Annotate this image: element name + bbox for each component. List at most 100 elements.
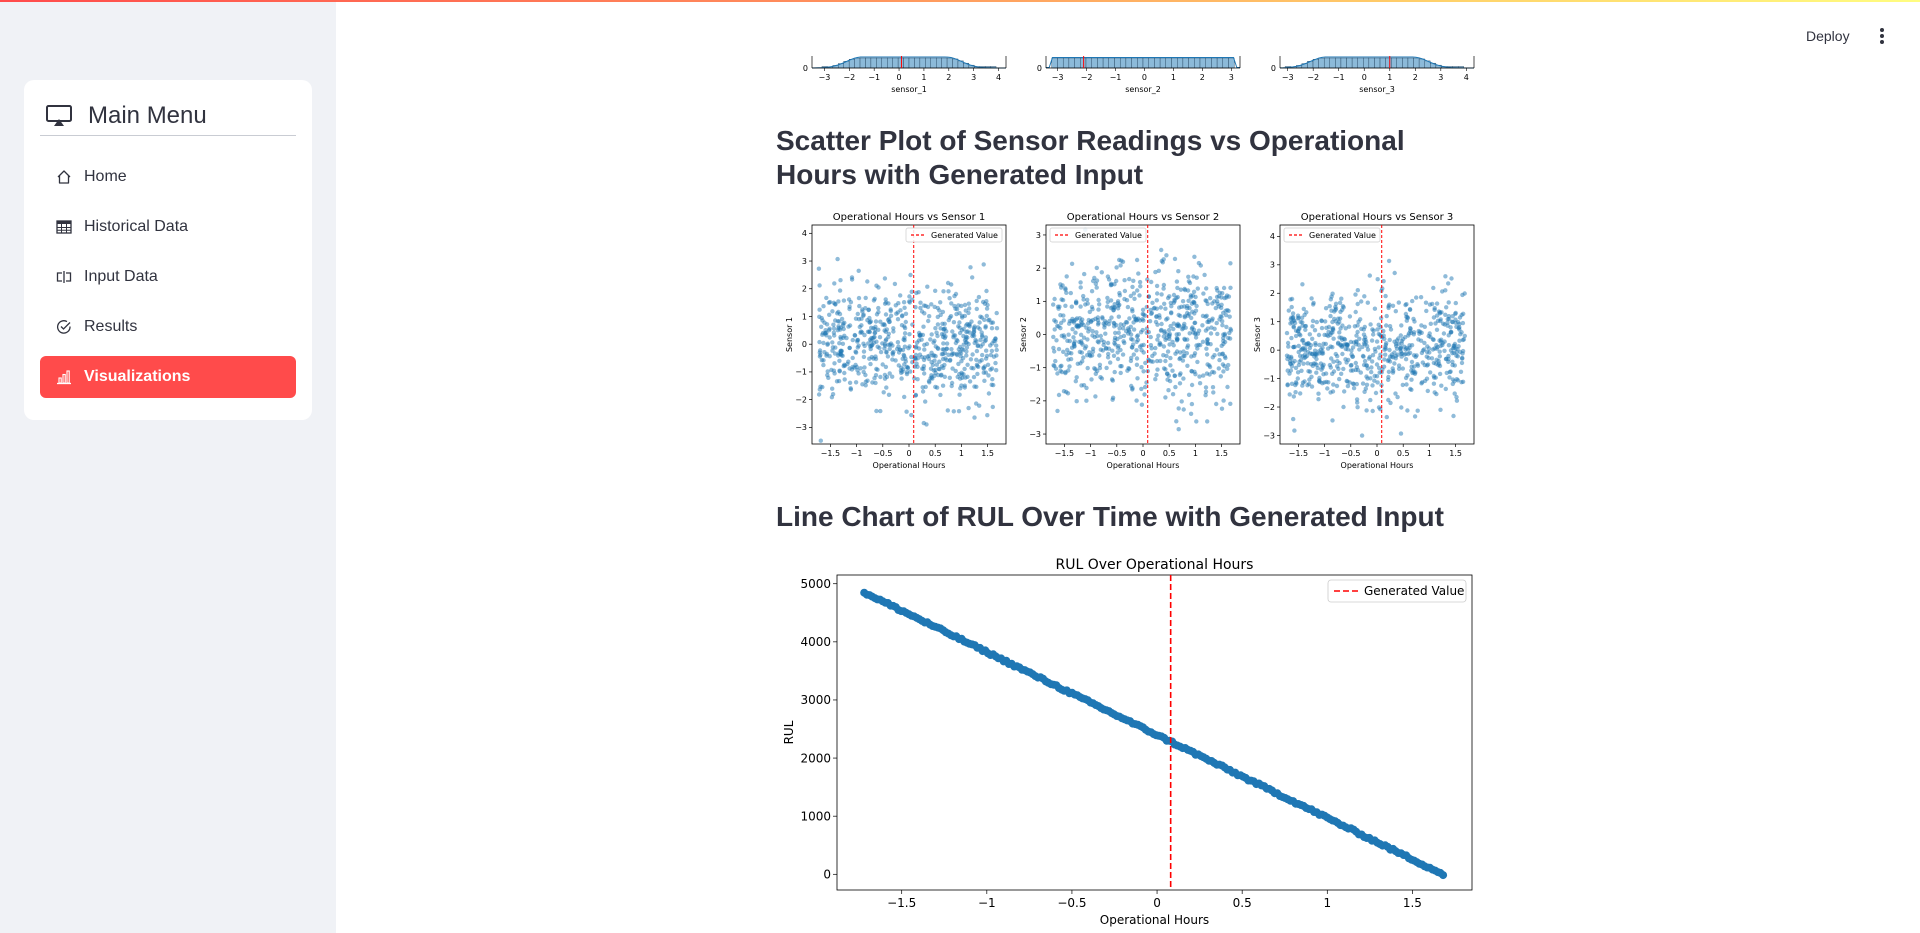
scatter-point bbox=[1300, 346, 1306, 351]
rul-point bbox=[1089, 699, 1098, 708]
scatter-point bbox=[986, 391, 992, 396]
scatter-point bbox=[937, 367, 942, 372]
scatter-point bbox=[900, 313, 905, 318]
scatter-point bbox=[1202, 272, 1207, 278]
scatter-point bbox=[1115, 350, 1120, 355]
rul-point bbox=[1023, 667, 1032, 676]
sidebar-item-input-data[interactable]: Input Data bbox=[40, 256, 296, 298]
scatter-point bbox=[1456, 325, 1461, 331]
rul-point bbox=[1041, 677, 1050, 686]
scatter-point bbox=[1167, 342, 1172, 347]
scatter-point bbox=[1388, 400, 1393, 406]
scatter-point bbox=[948, 314, 954, 319]
scatter-point bbox=[1436, 362, 1441, 368]
scatter-point bbox=[1364, 344, 1370, 349]
scatter-point bbox=[1377, 370, 1382, 375]
scatter-point bbox=[902, 362, 907, 367]
scatter-point bbox=[1335, 364, 1340, 369]
scatter-point bbox=[1411, 370, 1417, 375]
scatter-point bbox=[1314, 362, 1319, 368]
scatter-point bbox=[1137, 279, 1143, 285]
sidebar-item-historical-data[interactable]: Historical Data bbox=[40, 206, 296, 248]
rul-point bbox=[1281, 794, 1290, 802]
scatter-point bbox=[1078, 280, 1083, 285]
scatter-point bbox=[1443, 312, 1448, 317]
scatter-point bbox=[1196, 342, 1201, 348]
scatter-point bbox=[1144, 304, 1150, 310]
scatter-point bbox=[1461, 311, 1466, 316]
scatter-point bbox=[1128, 336, 1134, 342]
scatter-point bbox=[857, 303, 862, 309]
scatter-point bbox=[1335, 354, 1340, 359]
sidebar-item-results[interactable]: Results bbox=[40, 306, 296, 348]
scatter-point bbox=[1139, 402, 1145, 407]
scatter-point bbox=[910, 360, 915, 365]
scatter-point bbox=[1128, 358, 1134, 364]
scatter-point bbox=[1154, 372, 1159, 378]
scatter-point bbox=[1217, 317, 1222, 322]
scatter-point bbox=[1444, 370, 1450, 376]
scatter-point bbox=[1082, 346, 1088, 351]
scatter-point bbox=[940, 356, 946, 362]
histogram-bar bbox=[930, 57, 937, 69]
scatter-point bbox=[991, 382, 996, 388]
y-tick-label: 3 bbox=[1036, 231, 1041, 240]
scatter-point bbox=[1369, 365, 1374, 370]
scatter-point bbox=[838, 349, 844, 355]
scatter-point bbox=[1167, 336, 1172, 342]
scatter-point bbox=[1374, 362, 1380, 367]
scatter-point bbox=[1328, 297, 1334, 302]
x-axis-label: sensor_1 bbox=[891, 85, 927, 94]
scatter-point bbox=[872, 296, 877, 302]
scatter-point bbox=[1328, 390, 1333, 395]
scatter-point bbox=[1186, 274, 1191, 279]
scatter-point bbox=[1066, 357, 1071, 362]
scatter-point bbox=[1314, 356, 1319, 362]
scatter-point bbox=[949, 347, 954, 352]
scatter-point bbox=[1208, 342, 1213, 347]
histogram-bar bbox=[1165, 57, 1172, 69]
deploy-button[interactable]: Deploy bbox=[1806, 28, 1850, 44]
scatter-point bbox=[1071, 320, 1077, 325]
scatter-point bbox=[1182, 313, 1188, 319]
scatter-point bbox=[855, 311, 860, 317]
scatter-point bbox=[1082, 271, 1087, 277]
scatter-point bbox=[1357, 347, 1362, 352]
scatter-point bbox=[1161, 334, 1167, 339]
scatter-point bbox=[976, 294, 982, 300]
scatter-point bbox=[1318, 361, 1324, 366]
scatter-point bbox=[1372, 373, 1377, 379]
rul-point bbox=[1010, 662, 1019, 671]
scatter-point bbox=[1446, 333, 1451, 338]
scatter-point bbox=[1162, 301, 1167, 306]
scatter-point bbox=[1203, 298, 1208, 303]
rul-point bbox=[1168, 737, 1177, 746]
scatter-point bbox=[929, 360, 934, 365]
scatter-point bbox=[1175, 336, 1180, 342]
scatter-point bbox=[1348, 339, 1354, 345]
scatter-point bbox=[1175, 337, 1180, 342]
scatter-point bbox=[833, 301, 838, 307]
sidebar-item-visualizations[interactable]: Visualizations bbox=[40, 356, 296, 398]
scatter-point bbox=[819, 324, 824, 329]
rul-point bbox=[1249, 777, 1258, 786]
sidebar-item-home[interactable]: Home bbox=[40, 156, 296, 198]
scatter-point bbox=[974, 384, 979, 389]
scatter-point bbox=[1154, 314, 1159, 319]
scatter-point bbox=[853, 316, 859, 321]
scatter-point bbox=[847, 345, 852, 351]
scatter-point bbox=[1187, 312, 1192, 317]
x-axis-label: Operational Hours bbox=[873, 461, 946, 470]
scatter-point bbox=[1134, 334, 1140, 339]
scatter-point bbox=[1404, 318, 1410, 323]
scatter-point bbox=[922, 342, 927, 348]
scatter-point bbox=[1315, 365, 1321, 371]
scatter-point bbox=[1444, 305, 1449, 310]
scatter-point bbox=[824, 333, 829, 338]
scatter-point bbox=[1432, 390, 1437, 395]
scatter-point bbox=[1410, 298, 1415, 304]
scatter-point bbox=[918, 332, 923, 337]
main-menu-kebab-button[interactable] bbox=[1872, 24, 1892, 48]
scatter-point bbox=[1387, 347, 1392, 353]
